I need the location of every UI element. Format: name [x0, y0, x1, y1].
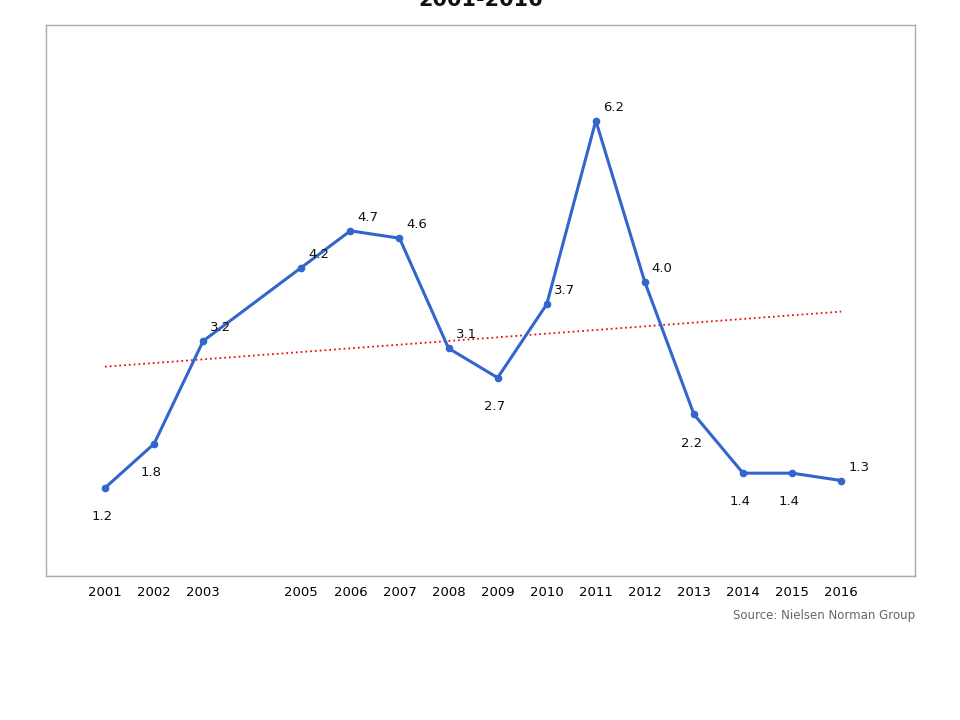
Text: 6.2: 6.2 [603, 101, 624, 114]
Text: 1.4: 1.4 [779, 495, 800, 508]
Title: Average Years Spent Creating Intranets
2001-2016: Average Years Spent Creating Intranets 2… [246, 0, 715, 10]
Text: 1.2: 1.2 [91, 510, 112, 523]
Text: 2.7: 2.7 [484, 400, 506, 413]
Text: 3.2: 3.2 [210, 321, 231, 334]
Text: 4.7: 4.7 [357, 211, 378, 224]
Text: #IntranetNow: #IntranetNow [797, 682, 913, 697]
Text: 4.6: 4.6 [406, 218, 427, 231]
Text: 1.4: 1.4 [730, 495, 751, 508]
Text: chieftech.com.au: chieftech.com.au [269, 682, 411, 697]
Text: 3.7: 3.7 [554, 284, 575, 297]
Text: 2.2: 2.2 [681, 436, 702, 450]
Text: James Dellow @chieftech: James Dellow @chieftech [29, 682, 235, 697]
Text: 3.1: 3.1 [455, 328, 477, 341]
Text: 4.2: 4.2 [308, 248, 329, 261]
Text: 1.8: 1.8 [141, 466, 162, 479]
Text: Source: Nielsen Norman Group: Source: Nielsen Norman Group [732, 609, 915, 622]
Text: 1.3: 1.3 [849, 461, 870, 474]
Text: 4.0: 4.0 [652, 262, 673, 275]
Text: digitalworkplace.co: digitalworkplace.co [480, 682, 641, 697]
